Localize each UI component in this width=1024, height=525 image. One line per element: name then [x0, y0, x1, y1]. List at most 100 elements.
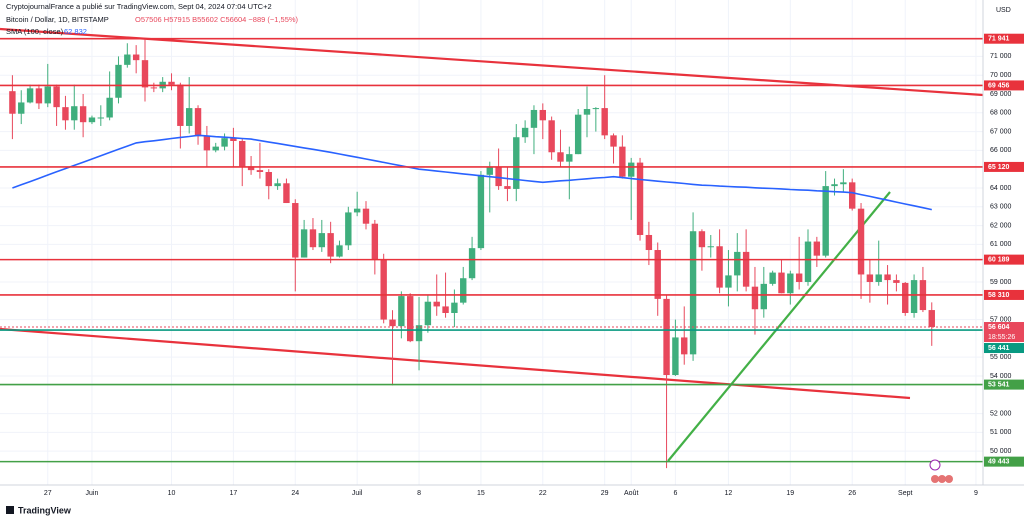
x-tick-label: 8	[417, 490, 421, 497]
y-tick-label: 57 000	[990, 316, 1012, 323]
y-tick-label: 67 000	[990, 128, 1012, 135]
publisher: CryptojournalFrance a publié sur Trading…	[6, 2, 272, 11]
x-tick-label: 22	[539, 490, 547, 497]
candle-body	[124, 54, 131, 65]
candle-body	[327, 233, 334, 257]
event-icons	[929, 459, 953, 483]
candle-body	[9, 91, 16, 114]
candle-body	[309, 229, 317, 248]
candle-body	[186, 108, 193, 126]
price-label: 69 456	[988, 82, 1010, 89]
candle-body	[35, 88, 43, 104]
x-tick-label: Sept	[898, 490, 912, 497]
candle-body	[433, 301, 440, 307]
candle-body	[707, 246, 714, 248]
ohlc: O57506 H57915 B55602 C56604 −889 (−1,55%…	[135, 15, 299, 24]
y-tick-label: 64 000	[990, 185, 1012, 192]
candle-body	[336, 245, 343, 257]
price-label-box	[984, 33, 1024, 44]
brand: TradingView	[18, 505, 72, 515]
price-label-box	[984, 161, 1024, 172]
candle-body	[539, 109, 546, 121]
candle-body	[477, 174, 485, 249]
price-label-box	[984, 379, 1024, 390]
y-tick-label: 66 000	[990, 147, 1012, 154]
price-label-box	[984, 254, 1024, 265]
y-tick-label: 70 000	[990, 72, 1012, 79]
indicator-value: 62 832	[64, 27, 87, 36]
countdown: 18:55:26	[988, 334, 1015, 341]
candle-body	[893, 280, 900, 283]
candle-body	[468, 248, 476, 279]
trend-line-bottom	[0, 327, 911, 400]
x-tick-label: Juin	[86, 490, 99, 497]
candle-body	[530, 109, 538, 128]
candle-body	[902, 282, 909, 313]
candle-body	[353, 208, 361, 213]
candle-body	[521, 127, 529, 138]
x-tick-label: 10	[168, 490, 176, 497]
x-tick-label: Juil	[352, 490, 363, 497]
candle-body	[884, 274, 891, 281]
candle-body	[371, 223, 379, 260]
y-tick-label: 61 000	[990, 241, 1012, 248]
y-tick-label: 69 000	[990, 91, 1012, 98]
candle-body	[787, 273, 794, 294]
candle-body	[283, 183, 290, 204]
x-tick-label: Août	[624, 490, 638, 497]
y-tick-label: 71 000	[990, 53, 1012, 60]
price-label: 58 310	[988, 292, 1010, 299]
y-tick-label: 54 000	[990, 373, 1012, 380]
candle-body	[132, 54, 140, 61]
price-label: 53 541	[988, 381, 1010, 388]
candle-body	[97, 117, 104, 119]
symbol: Bitcoin / Dollar, 1D, BITSTAMP	[6, 15, 109, 24]
candle-body	[53, 86, 60, 108]
candle-body	[362, 208, 370, 224]
candle-body	[831, 184, 838, 187]
candle-body	[18, 102, 25, 114]
candle-body	[654, 250, 661, 299]
candle-body	[389, 319, 396, 327]
trend-line-top	[0, 27, 984, 97]
candle-body	[239, 140, 246, 167]
candle-body	[407, 296, 414, 342]
price-label: 56 441	[988, 345, 1010, 352]
y-tick-label: 51 000	[990, 429, 1012, 436]
candle-body	[866, 274, 874, 282]
trend-line-up	[667, 191, 891, 462]
candle-body	[150, 87, 158, 89]
y-tick-label: 63 000	[990, 204, 1012, 211]
candle-body	[645, 234, 653, 251]
candle-body	[221, 138, 228, 147]
event-icon	[945, 475, 953, 483]
candle-body	[849, 182, 856, 209]
price-label-box	[984, 322, 1024, 343]
candle-body	[689, 231, 697, 355]
y-tick-label: 52 000	[990, 410, 1012, 417]
candle-body	[840, 182, 847, 185]
candle-body	[26, 88, 34, 103]
y-tick-label: 55 000	[990, 354, 1012, 361]
price-label: 71 941	[988, 36, 1010, 43]
x-tick-label: 9	[974, 490, 978, 497]
candle-body	[681, 337, 688, 355]
brand-logo: TradingView	[6, 505, 72, 515]
candle-body	[230, 138, 237, 141]
candle-body	[628, 162, 635, 177]
candle-body	[636, 162, 644, 235]
candle-body	[610, 135, 617, 147]
candle-body	[380, 259, 387, 320]
candle-body	[415, 325, 423, 342]
candle-body	[256, 170, 264, 173]
y-tick-label: 50 000	[990, 448, 1012, 455]
x-tick-label: 15	[477, 490, 485, 497]
candle-body	[292, 203, 299, 258]
candle-body	[504, 186, 511, 189]
candle-body	[212, 146, 219, 151]
price-label-box	[984, 343, 1024, 354]
candle-body	[168, 81, 175, 85]
candle-body	[141, 60, 149, 88]
candle-body	[203, 136, 211, 151]
price-label-box	[984, 80, 1024, 91]
